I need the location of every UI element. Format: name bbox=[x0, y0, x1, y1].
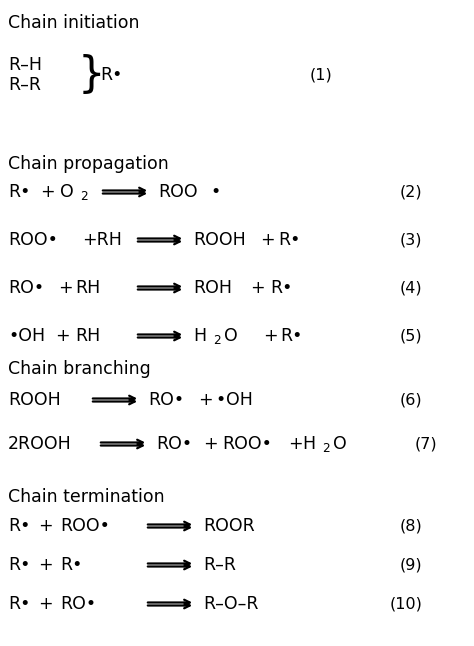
Text: R–H: R–H bbox=[8, 56, 42, 74]
Text: +: + bbox=[260, 231, 274, 249]
Text: RO•: RO• bbox=[148, 391, 184, 409]
Text: R•: R• bbox=[60, 556, 82, 574]
Text: R•: R• bbox=[8, 556, 30, 574]
Text: (10): (10) bbox=[390, 596, 423, 612]
Text: RO•: RO• bbox=[60, 595, 96, 613]
Text: 2: 2 bbox=[80, 189, 88, 202]
Text: O: O bbox=[224, 327, 238, 345]
Text: •: • bbox=[210, 183, 220, 201]
Text: H: H bbox=[302, 435, 315, 453]
Text: R•: R• bbox=[270, 279, 292, 297]
Text: 2: 2 bbox=[322, 441, 330, 455]
Text: R•: R• bbox=[8, 517, 30, 535]
Text: •: • bbox=[215, 391, 225, 409]
Text: +RH: +RH bbox=[82, 231, 122, 249]
Text: •OH: •OH bbox=[8, 327, 45, 345]
Text: ROH: ROH bbox=[193, 279, 232, 297]
Text: RH: RH bbox=[75, 279, 100, 297]
Text: +: + bbox=[38, 595, 53, 613]
Text: R–R: R–R bbox=[8, 76, 41, 94]
Text: R•: R• bbox=[8, 595, 30, 613]
Text: ROO•: ROO• bbox=[8, 231, 58, 249]
Text: (7): (7) bbox=[415, 437, 438, 452]
Text: +: + bbox=[250, 279, 264, 297]
Text: Chain initiation: Chain initiation bbox=[8, 14, 139, 32]
Text: R•: R• bbox=[8, 183, 30, 201]
Text: Chain branching: Chain branching bbox=[8, 360, 151, 378]
Text: (8): (8) bbox=[400, 519, 423, 534]
Text: O: O bbox=[60, 183, 74, 201]
Text: ROOH: ROOH bbox=[8, 391, 61, 409]
Text: 2ROOH: 2ROOH bbox=[8, 435, 72, 453]
Text: (9): (9) bbox=[400, 557, 423, 572]
Text: +: + bbox=[263, 327, 278, 345]
Text: ROO: ROO bbox=[158, 183, 198, 201]
Text: +: + bbox=[58, 279, 73, 297]
Text: ROOR: ROOR bbox=[203, 517, 255, 535]
Text: RO•: RO• bbox=[156, 435, 192, 453]
Text: +: + bbox=[40, 183, 55, 201]
Text: R–O–R: R–O–R bbox=[203, 595, 258, 613]
Text: +: + bbox=[198, 391, 213, 409]
Text: +: + bbox=[203, 435, 218, 453]
Text: ROO•: ROO• bbox=[60, 517, 110, 535]
Text: Chain termination: Chain termination bbox=[8, 488, 164, 506]
Text: O: O bbox=[333, 435, 347, 453]
Text: +: + bbox=[38, 556, 53, 574]
Text: +: + bbox=[38, 517, 53, 535]
Text: H: H bbox=[193, 327, 206, 345]
Text: (1): (1) bbox=[310, 67, 333, 83]
Text: +: + bbox=[55, 327, 70, 345]
Text: }: } bbox=[78, 54, 106, 96]
Text: (2): (2) bbox=[400, 185, 423, 200]
Text: (4): (4) bbox=[400, 280, 423, 295]
Text: +: + bbox=[288, 435, 302, 453]
Text: RH: RH bbox=[75, 327, 100, 345]
Text: OH: OH bbox=[226, 391, 253, 409]
Text: (5): (5) bbox=[400, 329, 423, 344]
Text: 2: 2 bbox=[213, 333, 221, 346]
Text: (6): (6) bbox=[400, 393, 423, 408]
Text: R•: R• bbox=[280, 327, 302, 345]
Text: RO•: RO• bbox=[8, 279, 44, 297]
Text: R–R: R–R bbox=[203, 556, 236, 574]
Text: ROOH: ROOH bbox=[193, 231, 246, 249]
Text: (3): (3) bbox=[400, 233, 422, 247]
Text: R•: R• bbox=[100, 66, 122, 84]
Text: R•: R• bbox=[278, 231, 301, 249]
Text: ROO•: ROO• bbox=[222, 435, 272, 453]
Text: Chain propagation: Chain propagation bbox=[8, 155, 169, 173]
